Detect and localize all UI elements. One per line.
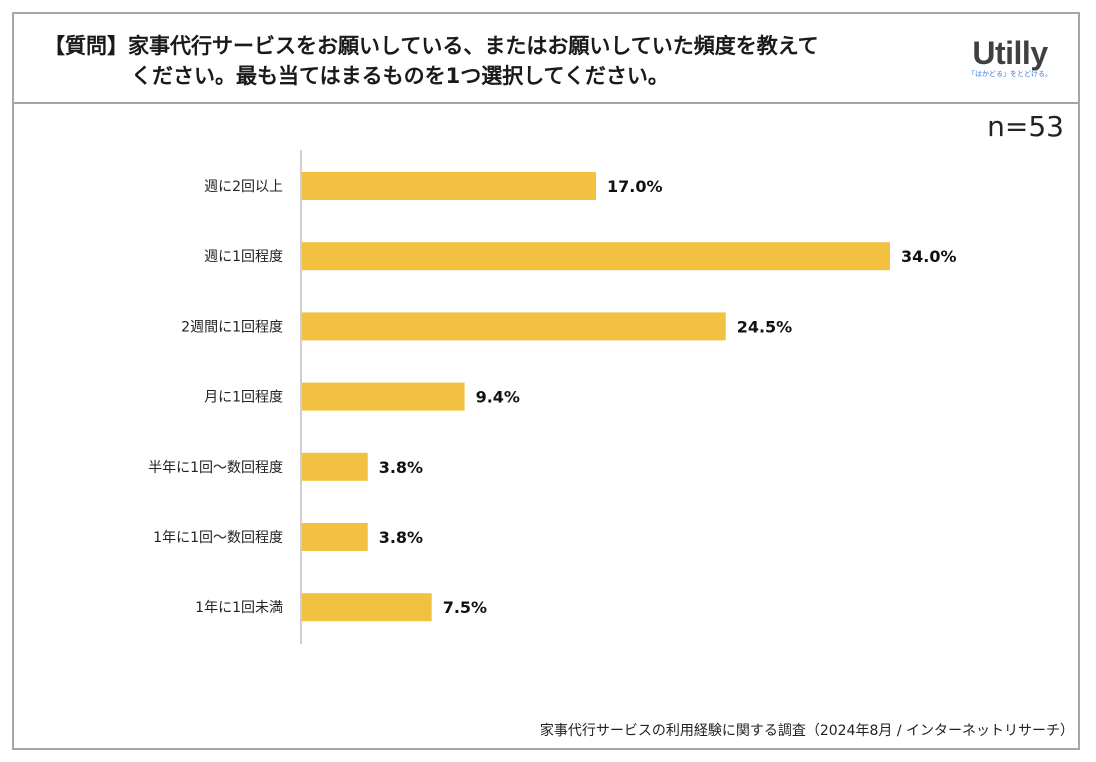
- chart-frame: 【質問】家事代行サービスをお願いしている、またはお願いしていた頻度を教えて くだ…: [12, 12, 1080, 750]
- utilly-logo: Utilly 「はかどる」をとどける。: [966, 36, 1054, 79]
- data-label: 3.8%: [379, 458, 423, 477]
- data-label: 17.0%: [607, 177, 663, 196]
- question-text-line1: 家事代行サービスをお願いしている、またはお願いしていた頻度を教えて: [128, 34, 819, 58]
- category-label: 週に2回以上: [204, 179, 283, 195]
- question-tag: 【質問】: [44, 34, 128, 58]
- question-title: 【質問】家事代行サービスをお願いしている、またはお願いしていた頻度を教えて くだ…: [44, 31, 944, 91]
- data-label: 24.5%: [737, 317, 793, 336]
- bar: [302, 242, 890, 271]
- sample-size: n=53: [987, 110, 1064, 143]
- bar: [302, 523, 368, 551]
- question-header: 【質問】家事代行サービスをお願いしている、またはお願いしていた頻度を教えて くだ…: [14, 14, 1078, 104]
- data-label: 3.8%: [379, 528, 423, 547]
- logo-tagline: 「はかどる」をとどける。: [968, 70, 1052, 78]
- category-label: 半年に1回〜数回程度: [148, 460, 283, 476]
- category-label: 1年に1回未満: [195, 600, 283, 616]
- bar: [302, 382, 465, 411]
- category-label: 週に1回程度: [204, 249, 283, 265]
- category-label: 2週間に1回程度: [181, 319, 283, 335]
- data-label: 7.5%: [443, 598, 487, 617]
- bar: [302, 593, 432, 622]
- data-label: 9.4%: [476, 388, 520, 407]
- question-text-line2: ください。最も当てはまるものを1つ選択してください。: [131, 64, 669, 88]
- data-label: 34.0%: [901, 247, 957, 266]
- logo-wordmark: Utilly: [972, 35, 1048, 71]
- category-label: 月に1回程度: [204, 390, 283, 406]
- source-note: 家事代行サービスの利用経験に関する調査（2024年8月 / インターネットリサー…: [539, 723, 1074, 739]
- bar: [302, 312, 726, 341]
- bar: [302, 172, 596, 200]
- bar: [302, 452, 368, 481]
- category-label: 1年に1回〜数回程度: [153, 530, 283, 546]
